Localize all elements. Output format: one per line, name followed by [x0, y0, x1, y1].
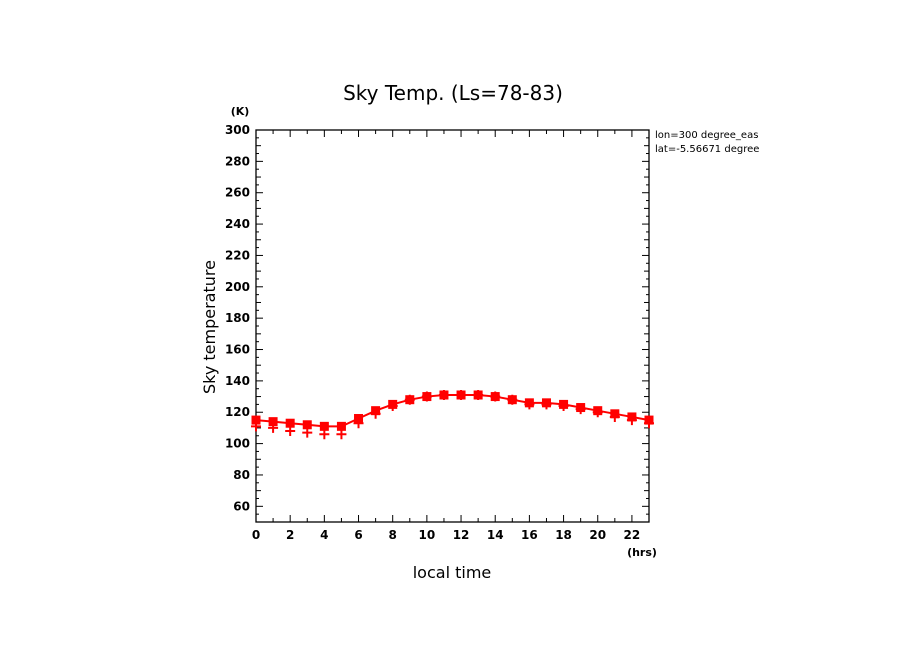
annotation-lat: lat=-5.56671 degree	[655, 144, 759, 155]
x-tick-label: 2	[286, 528, 294, 542]
plus-marker	[268, 422, 279, 433]
plus-marker	[575, 404, 586, 415]
plus-marker	[541, 399, 552, 410]
series-layer	[251, 389, 654, 440]
plus-marker	[490, 391, 501, 402]
x-tick-label: 4	[320, 528, 328, 542]
x-tick-label: 14	[487, 528, 504, 542]
y-tick-label: 220	[225, 248, 250, 262]
plus-marker	[626, 415, 637, 426]
y-tick-label: 140	[225, 374, 250, 388]
square-marker	[319, 421, 329, 431]
y-tick-label: 100	[225, 437, 250, 451]
y-axis-label: Sky temperature	[200, 260, 219, 394]
plus-marker	[353, 418, 364, 429]
x-tick-label: 12	[453, 528, 470, 542]
square-marker	[251, 415, 261, 425]
plus-marker	[456, 389, 467, 400]
square-marker	[302, 420, 312, 430]
x-tick-label: 22	[624, 528, 641, 542]
plus-marker	[336, 429, 347, 440]
y-tick-label: 80	[233, 468, 250, 482]
y-tick-label: 280	[225, 154, 250, 168]
plus-marker	[251, 421, 261, 432]
y-tick-label: 180	[225, 311, 250, 325]
plus-marker	[319, 429, 330, 440]
x-tick-label: 6	[354, 528, 362, 542]
y-tick-label: 260	[225, 186, 250, 200]
plus-marker	[524, 399, 535, 410]
series-line	[255, 393, 650, 428]
y-tick-label: 300	[225, 123, 250, 137]
plus-marker	[438, 389, 449, 400]
chart-title: Sky Temp. (Ls=78-83)	[343, 81, 563, 105]
plot-area-frame	[255, 129, 650, 523]
plus-marker	[592, 407, 603, 418]
x-tick-label: 18	[555, 528, 572, 542]
x-axis-ticks: 0 2 4 6 8 10 12 14 16 18 20 22	[252, 130, 650, 542]
square-marker	[285, 418, 295, 428]
square-marker	[268, 417, 278, 427]
x-tick-label: 20	[589, 528, 606, 542]
y-tick-label: 240	[225, 217, 250, 231]
y-tick-label: 60	[233, 499, 250, 513]
y-tick-label: 160	[225, 343, 250, 357]
plus-marker	[285, 426, 296, 437]
plus-marker	[387, 400, 398, 411]
x-unit-label: (hrs)	[627, 546, 657, 559]
x-tick-label: 0	[252, 528, 260, 542]
plus-marker	[421, 391, 432, 402]
x-tick-label: 10	[419, 528, 436, 542]
plus-marker	[473, 389, 484, 400]
y-tick-label: 120	[225, 405, 250, 419]
y-tick-label: 200	[225, 280, 250, 294]
y-unit-label: (K)	[231, 105, 250, 118]
plus-marker	[370, 408, 381, 419]
plus-marker	[507, 394, 518, 405]
x-tick-label: 16	[521, 528, 538, 542]
square-marker	[336, 421, 346, 431]
x-tick-label: 8	[389, 528, 397, 542]
plus-marker	[644, 418, 654, 429]
plus-marker	[609, 411, 620, 422]
y-axis-ticks: 60 80 100 120 140 160 180 200 220 240 260 280 300	[225, 123, 649, 523]
plus-marker	[302, 427, 313, 438]
plus-marker	[404, 394, 415, 405]
x-axis-label: local time	[413, 563, 492, 582]
annotation-lon: lon=300 degree_eas	[655, 130, 758, 141]
plus-marker	[558, 400, 569, 411]
